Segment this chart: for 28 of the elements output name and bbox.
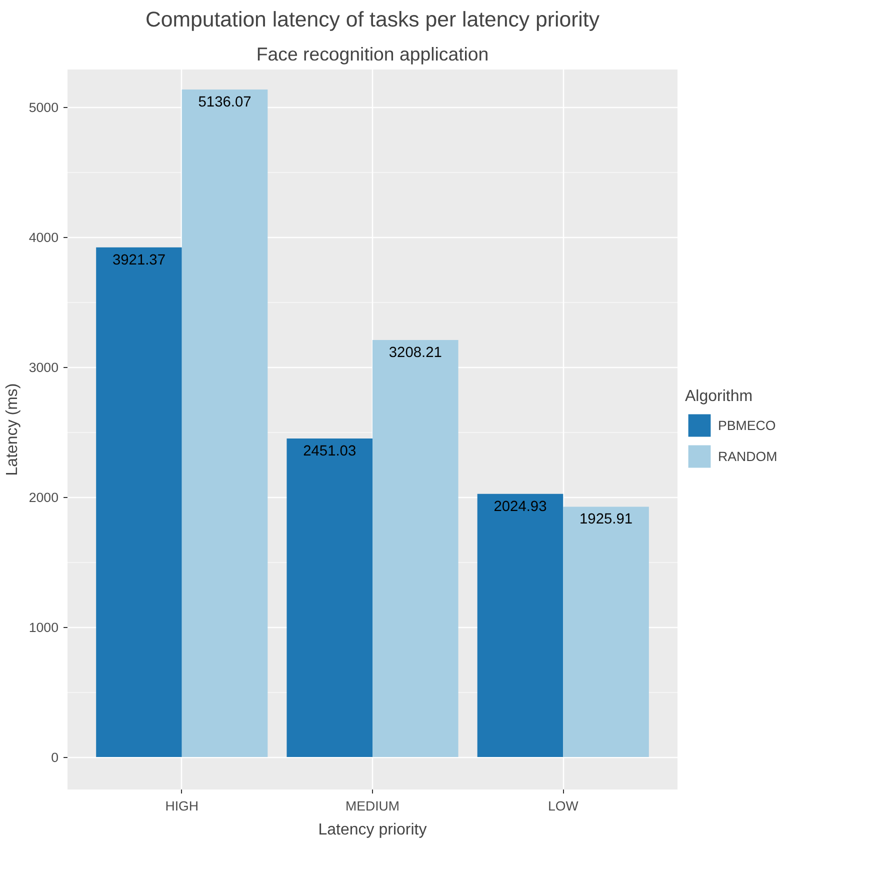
bar: [372, 340, 458, 758]
y-tick-label: 1000: [28, 620, 59, 636]
data-label: 5136.07: [198, 94, 252, 111]
bar: [563, 506, 649, 758]
x-tick-label: LOW: [548, 798, 579, 814]
chart-subtitle: Face recognition application: [256, 44, 489, 64]
y-tick-label: 5000: [28, 100, 59, 116]
data-label: 1925.91: [580, 512, 633, 528]
y-tick-label: 4000: [28, 230, 59, 246]
data-label: 2451.03: [303, 443, 356, 460]
y-tick-label: 0: [51, 750, 59, 766]
x-tick-label: MEDIUM: [345, 798, 400, 814]
y-tick-label: 3000: [28, 360, 59, 376]
bar: [182, 90, 268, 758]
x-tick-label: HIGH: [165, 798, 199, 814]
legend-title: Algorithm: [685, 388, 754, 406]
data-label: 3208.21: [388, 345, 442, 362]
x-axis-title: Latency priority: [318, 822, 427, 838]
chart-title: Computation latency of tasks per latency priority: [145, 8, 600, 32]
y-axis-title: Latency (ms): [4, 383, 21, 476]
y-tick-label: 2000: [28, 490, 59, 506]
legend-label: RANDOM: [718, 448, 778, 464]
bar: [96, 247, 182, 758]
data-label: 3921.37: [112, 252, 166, 268]
bar: [286, 438, 372, 758]
legend-label: PBMECO: [718, 418, 776, 432]
data-label: 2024.93: [494, 498, 547, 515]
bar: [477, 494, 564, 758]
